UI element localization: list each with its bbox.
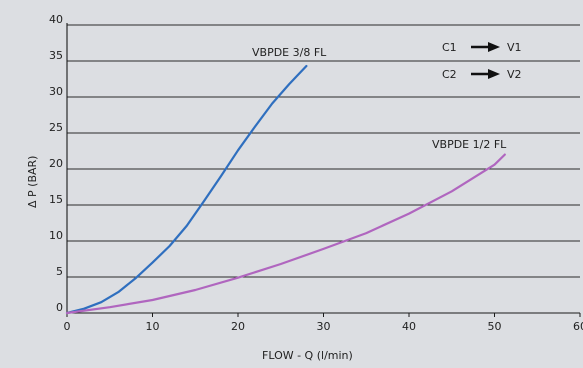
series-label-vbpde-3-8: VBPDE 3/8 FL (252, 46, 327, 59)
legend-from-2: C2 (442, 68, 457, 81)
x-tick-label-60: 60 (573, 320, 583, 333)
x-tick-label-10: 10 (146, 320, 160, 333)
series-line-2 (65, 153, 506, 315)
y-tick-label-40: 40 (49, 13, 63, 26)
x-tick-label-30: 30 (317, 320, 331, 333)
legend-from-1: C1 (442, 41, 457, 54)
y-tick-label-15: 15 (49, 193, 63, 206)
x-axis-label: FLOW - Q (l/min) (262, 349, 353, 362)
y-tick-label-30: 30 (49, 85, 63, 98)
y-tick-label-35: 35 (49, 49, 63, 62)
y-axis-label: Δ P (BAR) (26, 156, 39, 208)
x-tick-label-20: 20 (231, 320, 245, 333)
y-tick-label-0: 0 (56, 301, 63, 314)
axes (66, 23, 581, 317)
y-tick-label-5: 5 (56, 265, 63, 278)
tick-labels: 0 5 10 15 20 25 30 35 40 0 10 20 30 40 50 60 (49, 13, 583, 333)
legend: C1 V1 C2 V2 (442, 41, 522, 81)
x-tick-label-40: 40 (402, 320, 416, 333)
legend-to-2: V2 (507, 68, 522, 81)
y-tick-label-10: 10 (49, 229, 63, 242)
y-tick-label-25: 25 (49, 121, 63, 134)
arrow-right-icon (471, 69, 500, 79)
series-label-vbpde-1-2: VBPDE 1/2 FL (432, 138, 507, 151)
y-tick-label-20: 20 (49, 157, 63, 170)
x-tick-label-50: 50 (488, 320, 502, 333)
x-tick-label-0: 0 (64, 320, 71, 333)
series-line-1 (65, 64, 308, 315)
series-lines (65, 64, 506, 315)
grid-lines (67, 24, 580, 278)
arrow-right-icon (471, 42, 500, 52)
legend-to-1: V1 (507, 41, 522, 54)
